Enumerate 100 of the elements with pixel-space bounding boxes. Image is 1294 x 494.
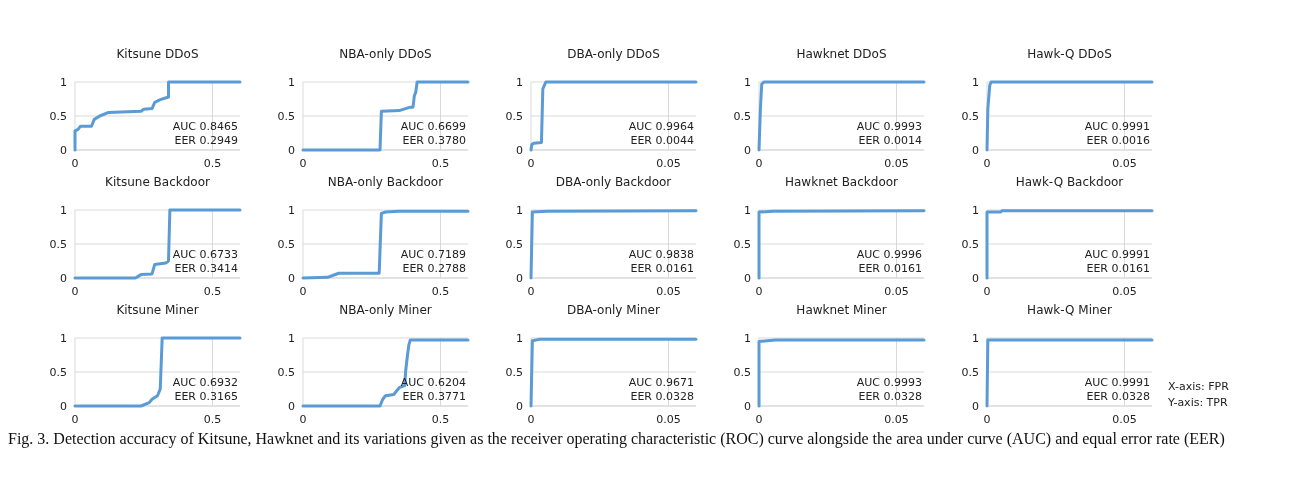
y-tick-label: 1	[744, 331, 751, 345]
annotation: AUC 0.9993	[856, 120, 922, 133]
annotation: EER 0.0044	[630, 134, 694, 147]
annotation: AUC 0.9671	[628, 376, 694, 389]
chart-title: Kitsune DDoS	[116, 47, 199, 61]
line-series	[757, 209, 926, 280]
y-tick-label: 0	[60, 271, 67, 285]
annotation: AUC 0.6699	[400, 120, 466, 133]
x-tick-label: 0	[527, 285, 535, 298]
y-tick-label: 0.5	[733, 237, 751, 251]
annotation: EER 0.2949	[174, 134, 238, 147]
y-tick-label: 1	[288, 331, 295, 345]
x-tick-label: 0.05	[656, 413, 681, 426]
line-series	[985, 80, 1154, 152]
y-tick-label: 0.5	[733, 109, 751, 123]
y-tick-label: 0.5	[49, 365, 67, 379]
chart-title: NBA-only Backdoor	[327, 175, 444, 189]
x-tick-label: 0.5	[431, 157, 450, 170]
annotation: AUC 0.9996	[856, 248, 922, 261]
y-tick-label: 1	[972, 203, 979, 217]
x-tick-label: 0.5	[431, 285, 450, 298]
y-tick-label: 0	[972, 143, 979, 157]
text: X-axis: FPR	[1168, 380, 1230, 393]
y-tick-label: 0.5	[961, 237, 979, 251]
line-series	[301, 338, 470, 408]
annotation: AUC 0.7189	[400, 248, 466, 261]
y-tick-label: 0.5	[277, 237, 295, 251]
y-tick-label: 1	[972, 75, 979, 89]
y-tick-label: 0	[288, 271, 295, 285]
y-tick-label: 0.5	[505, 109, 523, 123]
annotation: AUC 0.6932	[172, 376, 238, 389]
x-tick-label: 0	[299, 157, 307, 170]
annotation: AUC 0.9991	[1084, 248, 1150, 261]
chart-title: Kitsune Miner	[116, 303, 199, 317]
y-tick-label: 1	[744, 203, 751, 217]
line-series	[529, 209, 698, 280]
annotation: AUC 0.9838	[628, 248, 694, 261]
y-tick-label: 0.5	[961, 365, 979, 379]
x-tick-label: 0	[983, 285, 991, 298]
y-tick-label: 0	[60, 399, 67, 413]
y-tick-label: 1	[744, 75, 751, 89]
chart-title: DBA-only DDoS	[567, 47, 660, 61]
annotation: AUC 0.8465	[172, 120, 238, 133]
y-tick-label: 0	[516, 399, 523, 413]
chart-title: Hawk-Q Backdoor	[1015, 175, 1124, 189]
y-tick-label: 0.5	[49, 109, 67, 123]
x-tick-label: 0.05	[1112, 157, 1137, 170]
line-series	[73, 208, 242, 280]
x-tick-label: 0.05	[1112, 285, 1137, 298]
chart-title: Hawk-Q Miner	[1027, 303, 1112, 317]
chart-title: Hawknet Backdoor	[784, 175, 899, 189]
annotation: AUC 0.9964	[628, 120, 694, 133]
line-series	[757, 80, 926, 152]
y-tick-label: 1	[60, 331, 67, 345]
x-tick-label: 0	[755, 413, 763, 426]
y-tick-label: 0.5	[505, 365, 523, 379]
text: Fig. 3. Detection accuracy of Kitsune, Hawknet and its variations given as the receiver operating characteristic (ROC) curve alongside the area under curve (AUC) and equal error rate (EER)	[8, 429, 1226, 449]
x-tick-label: 0	[527, 413, 535, 426]
y-tick-label: 1	[516, 203, 523, 217]
x-tick-label: 0	[71, 413, 79, 426]
line-series	[73, 336, 242, 408]
x-tick-label: 0	[527, 157, 535, 170]
x-tick-label: 0	[299, 285, 307, 298]
y-tick-label: 1	[288, 203, 295, 217]
x-tick-label: 0.05	[884, 285, 909, 298]
line-series	[529, 80, 698, 152]
x-tick-label: 0.5	[203, 413, 222, 426]
line-series	[73, 80, 242, 152]
chart-title: Kitsune Backdoor	[105, 175, 211, 189]
y-tick-label: 0	[744, 271, 751, 285]
annotation: EER 0.0161	[1086, 262, 1150, 275]
annotation: AUC 0.9991	[1084, 120, 1150, 133]
y-tick-label: 0.5	[505, 237, 523, 251]
x-tick-label: 0	[71, 157, 79, 170]
x-tick-label: 0.05	[656, 285, 681, 298]
y-tick-label: 0.5	[733, 365, 751, 379]
line-series	[301, 80, 470, 152]
chart-title: Hawknet Miner	[796, 303, 887, 317]
x-tick-label: 0	[71, 285, 79, 298]
x-tick-label: 0	[983, 413, 991, 426]
x-tick-label: 0.05	[656, 157, 681, 170]
annotation: EER 0.0328	[858, 390, 922, 403]
annotation: EER 0.0014	[858, 134, 922, 147]
x-tick-label: 0	[983, 157, 991, 170]
text: Y-axis: TPR	[1167, 396, 1228, 409]
x-tick-label: 0	[755, 285, 763, 298]
chart-title: NBA-only DDoS	[339, 47, 432, 61]
x-tick-label: 0.5	[431, 413, 450, 426]
y-tick-label: 1	[288, 75, 295, 89]
y-tick-label: 0.5	[49, 237, 67, 251]
chart-title: Hawknet DDoS	[796, 47, 887, 61]
annotation: AUC 0.9993	[856, 376, 922, 389]
y-tick-label: 0	[744, 143, 751, 157]
chart-title: Hawk-Q DDoS	[1027, 47, 1112, 61]
y-tick-label: 0	[288, 143, 295, 157]
x-tick-label: 0.5	[203, 285, 222, 298]
annotation: EER 0.0161	[858, 262, 922, 275]
chart-title: DBA-only Miner	[567, 303, 660, 317]
x-tick-label: 0.5	[203, 157, 222, 170]
annotation: EER 0.0328	[630, 390, 694, 403]
